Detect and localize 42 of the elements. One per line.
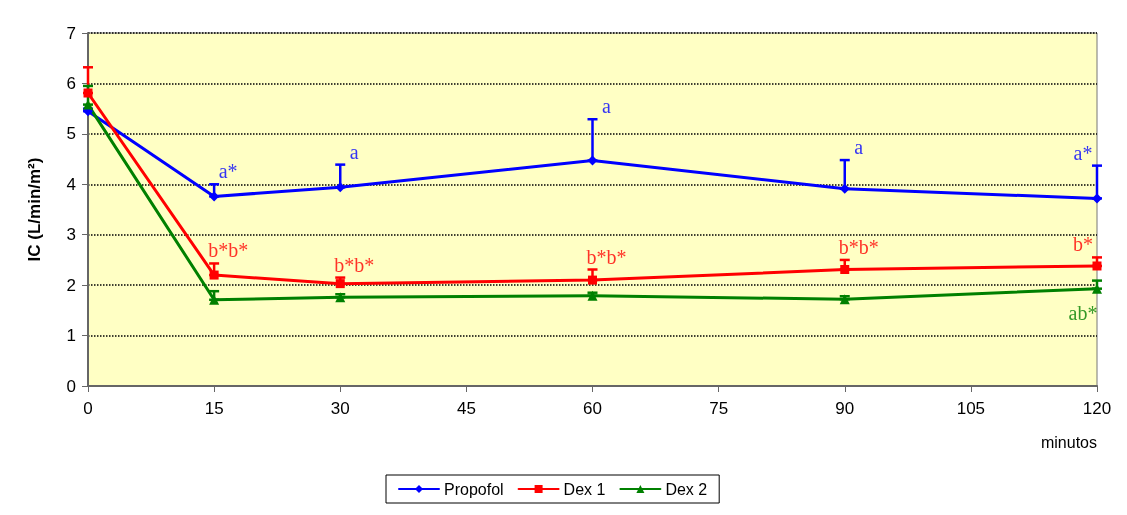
legend-label: Propofol <box>444 480 504 498</box>
y-tick-label: 7 <box>66 23 76 43</box>
annotation: a <box>602 95 612 118</box>
point <box>839 294 850 305</box>
point <box>335 292 346 303</box>
annotation: a* <box>218 160 238 183</box>
x-tick-label: 75 <box>709 399 729 418</box>
y-tick-label: 6 <box>66 73 76 93</box>
annotation: a <box>854 136 864 159</box>
x-tick-label: 120 <box>1082 399 1112 418</box>
legend-label: Dex 2 <box>665 480 708 498</box>
annotation: ab* <box>1068 301 1098 324</box>
x-tick-label: 105 <box>956 399 986 418</box>
x-axis-title: minutos <box>1040 433 1097 451</box>
point <box>587 290 598 301</box>
point <box>335 279 345 289</box>
point <box>209 191 220 202</box>
x-tick-label: 15 <box>204 399 224 418</box>
annotation: b* <box>1073 233 1093 256</box>
y-tick-label: 2 <box>66 275 76 295</box>
point <box>1092 193 1102 204</box>
annotation: a* <box>1073 141 1093 164</box>
annotation: b*b* <box>838 235 879 258</box>
y-axis-title: IC (L/min/m²) <box>25 157 44 262</box>
y-tick-label: 4 <box>66 174 76 194</box>
point <box>587 155 598 166</box>
annotation: b*b* <box>586 245 627 268</box>
x-tick-label: 30 <box>330 399 350 418</box>
y-tick-label: 0 <box>66 376 76 396</box>
y-tick-label: 1 <box>66 326 76 346</box>
y-tick-label: 3 <box>66 225 76 245</box>
x-tick-label: 0 <box>83 399 93 418</box>
annotation: b*b* <box>208 239 249 262</box>
x-tick-label: 60 <box>583 399 602 418</box>
x-tick-label: 45 <box>456 399 476 418</box>
point <box>335 182 346 193</box>
annotation: a <box>349 140 359 163</box>
annotation: b*b* <box>334 253 375 276</box>
legend-label: Dex 1 <box>563 480 606 498</box>
y-tick-label: 5 <box>66 124 76 144</box>
point <box>840 265 850 275</box>
x-tick-label: 90 <box>835 399 855 418</box>
